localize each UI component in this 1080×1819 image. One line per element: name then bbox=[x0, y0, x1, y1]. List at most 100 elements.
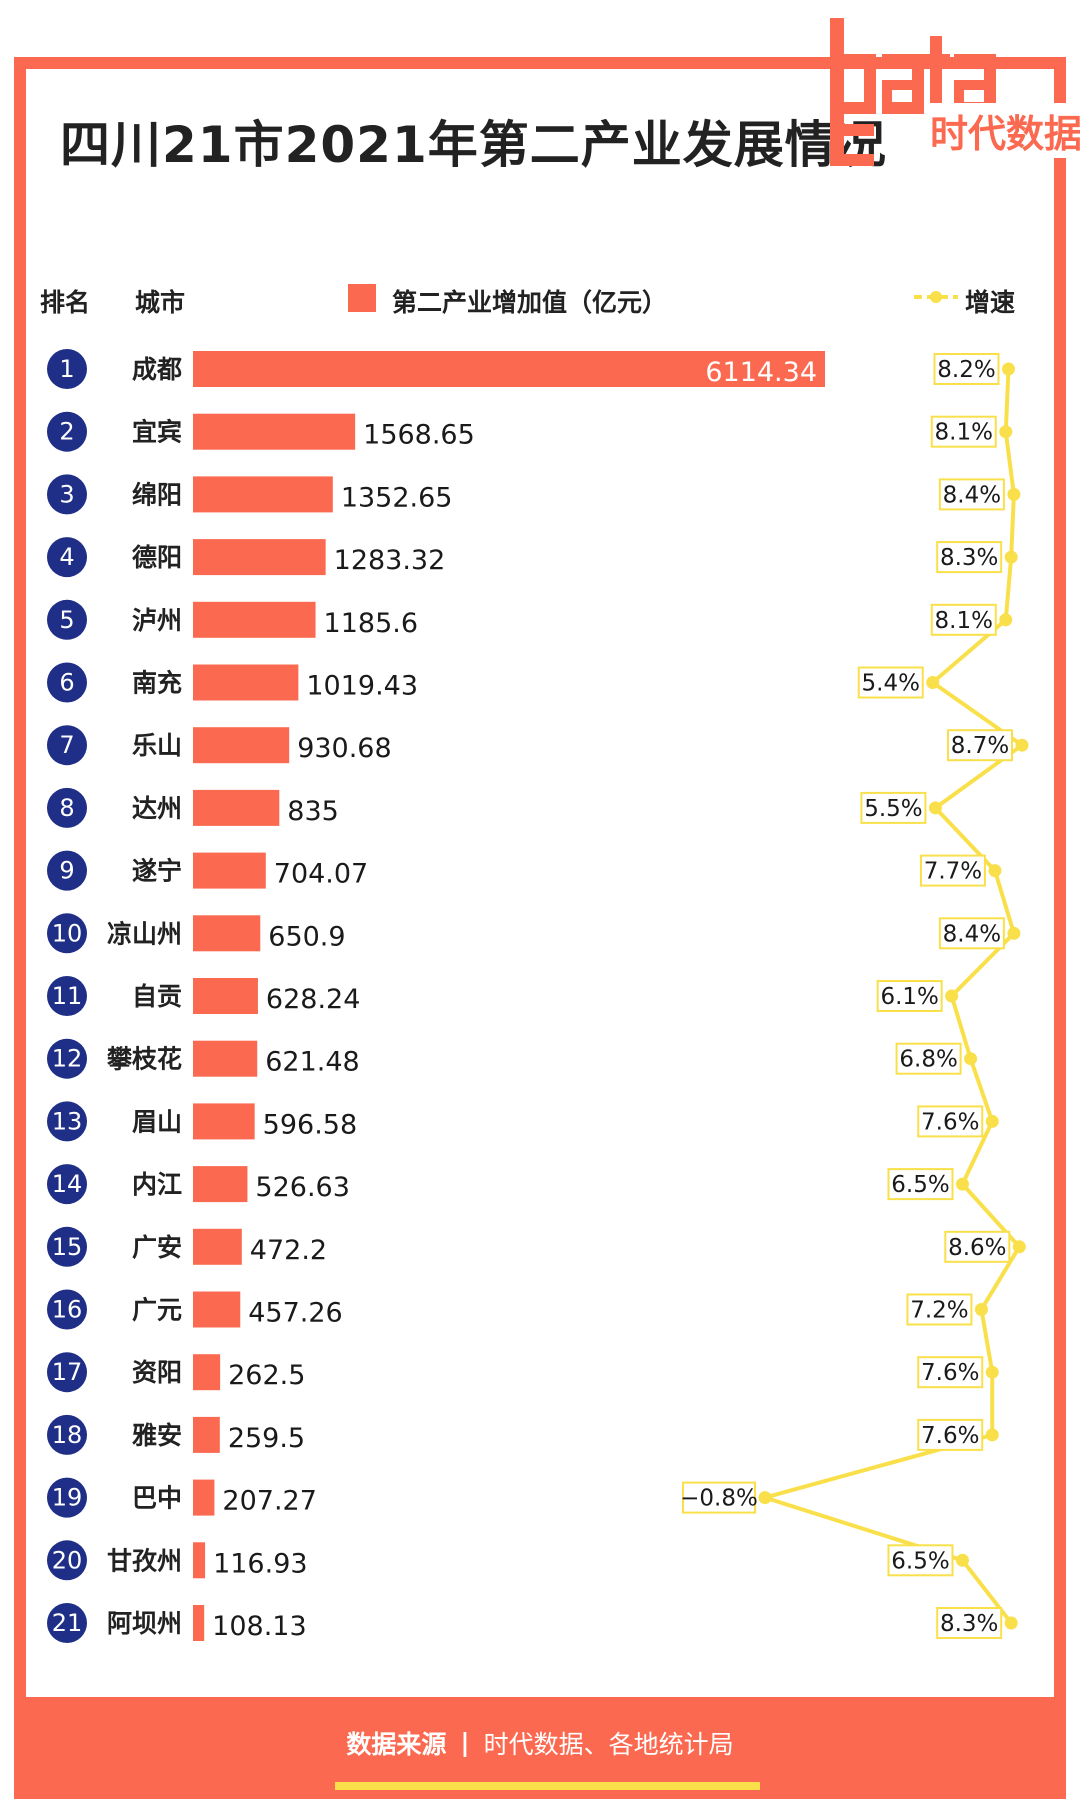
rank-circle bbox=[47, 976, 87, 1016]
growth-value-label: 6.8% bbox=[899, 1047, 957, 1073]
rank-number: 19 bbox=[52, 1484, 83, 1512]
city-label: 内江 bbox=[132, 1170, 182, 1199]
bar bbox=[193, 1291, 241, 1328]
growth-value-label: 5.4% bbox=[862, 671, 920, 697]
growth-label-box bbox=[936, 1607, 1003, 1639]
growth-point bbox=[999, 613, 1013, 627]
growth-point bbox=[1004, 550, 1018, 564]
bar bbox=[193, 1166, 248, 1203]
growth-label-box bbox=[917, 1356, 984, 1389]
chart-title: 四川21市2021年第二产业发展情况 bbox=[60, 116, 887, 174]
growth-label-box bbox=[938, 917, 1005, 950]
growth-point bbox=[1001, 362, 1015, 376]
growth-point bbox=[1015, 738, 1029, 752]
rank-circle bbox=[47, 913, 87, 954]
footer-source: 时代数据、各地统计局 bbox=[483, 1729, 734, 1759]
city-label: 雅安 bbox=[132, 1421, 182, 1450]
bar-value-label: 650.9 bbox=[268, 921, 345, 952]
bar-value-label: 526.63 bbox=[255, 1172, 349, 1203]
rank-number: 11 bbox=[52, 982, 83, 1010]
rank-number: 16 bbox=[52, 1296, 83, 1324]
growth-point bbox=[955, 1553, 969, 1567]
city-label: 资阳 bbox=[132, 1358, 182, 1387]
rank-number: 5 bbox=[59, 606, 74, 634]
rank-number: 17 bbox=[52, 1358, 83, 1386]
bar-value-label: 207.27 bbox=[222, 1486, 316, 1517]
growth-point bbox=[999, 425, 1013, 439]
footer-accent-line bbox=[335, 1782, 760, 1790]
rank-circle bbox=[47, 411, 87, 452]
growth-label-box bbox=[682, 1481, 756, 1514]
footer-separator: | bbox=[460, 1728, 470, 1757]
bar bbox=[193, 789, 280, 826]
rank-number: 3 bbox=[59, 480, 74, 508]
rank-circle bbox=[47, 1414, 87, 1455]
rank-circle bbox=[47, 599, 87, 640]
rank-circle bbox=[47, 1038, 87, 1079]
bar bbox=[193, 1040, 258, 1077]
bar-value-label: 116.93 bbox=[213, 1548, 307, 1579]
growth-label-box bbox=[917, 1418, 984, 1451]
brand-logo bbox=[830, 18, 996, 166]
city-label: 广元 bbox=[132, 1296, 182, 1325]
city-label: 巴中 bbox=[132, 1484, 182, 1513]
bar-value-label: 457.26 bbox=[248, 1298, 342, 1329]
growth-label-box bbox=[930, 415, 997, 448]
growth-value-label: 5.5% bbox=[864, 796, 922, 822]
footer: 数据来源 | 时代数据、各地统计局 bbox=[26, 1697, 1054, 1788]
growth-point bbox=[985, 1365, 999, 1379]
bar bbox=[193, 539, 326, 576]
bar-value-label: 596.58 bbox=[263, 1109, 357, 1140]
growth-point bbox=[1007, 487, 1021, 501]
bar-value-label: 1568.65 bbox=[363, 420, 475, 451]
bar bbox=[193, 601, 316, 638]
bar-value-label: 704.07 bbox=[274, 859, 368, 890]
growth-value-label: 8.4% bbox=[943, 921, 1001, 947]
growth-point bbox=[1012, 1240, 1026, 1254]
rank-circle bbox=[47, 1289, 87, 1330]
growth-label-box bbox=[887, 1168, 954, 1201]
growth-label-box bbox=[944, 1230, 1011, 1263]
rank-number: 21 bbox=[52, 1609, 83, 1637]
rank-number: 10 bbox=[52, 919, 83, 947]
growth-point bbox=[964, 1052, 978, 1066]
growth-value-label: 6.5% bbox=[891, 1172, 949, 1198]
bar bbox=[193, 351, 825, 387]
bar-value-label: 621.48 bbox=[265, 1047, 359, 1078]
growth-value-label: 8.2% bbox=[937, 357, 995, 383]
growth-label-box bbox=[938, 478, 1005, 511]
city-label: 攀枝花 bbox=[106, 1045, 182, 1074]
bar bbox=[193, 1605, 205, 1641]
growth-point bbox=[988, 864, 1002, 878]
rank-circle bbox=[47, 537, 87, 578]
growth-value-label: 8.3% bbox=[940, 545, 998, 571]
bar-value-label: 930.68 bbox=[297, 733, 391, 764]
city-label: 遂宁 bbox=[132, 857, 182, 886]
rank-circle bbox=[47, 662, 87, 703]
bar-value-label: 259.5 bbox=[228, 1423, 305, 1454]
bar bbox=[193, 413, 356, 450]
growth-label-box bbox=[933, 353, 1000, 385]
legend-line-swatch bbox=[914, 291, 958, 303]
growth-label-box bbox=[876, 980, 943, 1012]
growth-label-box bbox=[919, 854, 986, 887]
city-label: 阿坝州 bbox=[107, 1609, 182, 1638]
rank-circle bbox=[47, 1477, 87, 1518]
rank-circle bbox=[47, 1603, 87, 1643]
rank-number: 9 bbox=[59, 857, 74, 885]
growth-point bbox=[1004, 1616, 1018, 1630]
growth-value-label: 7.6% bbox=[921, 1360, 979, 1386]
growth-point bbox=[928, 801, 942, 815]
city-label: 自贡 bbox=[132, 982, 182, 1011]
growth-label-box bbox=[917, 1105, 984, 1138]
growth-value-label: 8.3% bbox=[940, 1611, 998, 1637]
growth-value-label: 8.7% bbox=[951, 733, 1009, 759]
bar-value-label: 472.2 bbox=[250, 1235, 327, 1266]
growth-label-box bbox=[930, 603, 997, 636]
bar bbox=[193, 1479, 215, 1516]
city-label: 南充 bbox=[132, 669, 182, 698]
city-label: 泸州 bbox=[132, 606, 182, 635]
rank-number: 13 bbox=[52, 1107, 83, 1135]
city-label: 甘孜州 bbox=[107, 1546, 182, 1575]
